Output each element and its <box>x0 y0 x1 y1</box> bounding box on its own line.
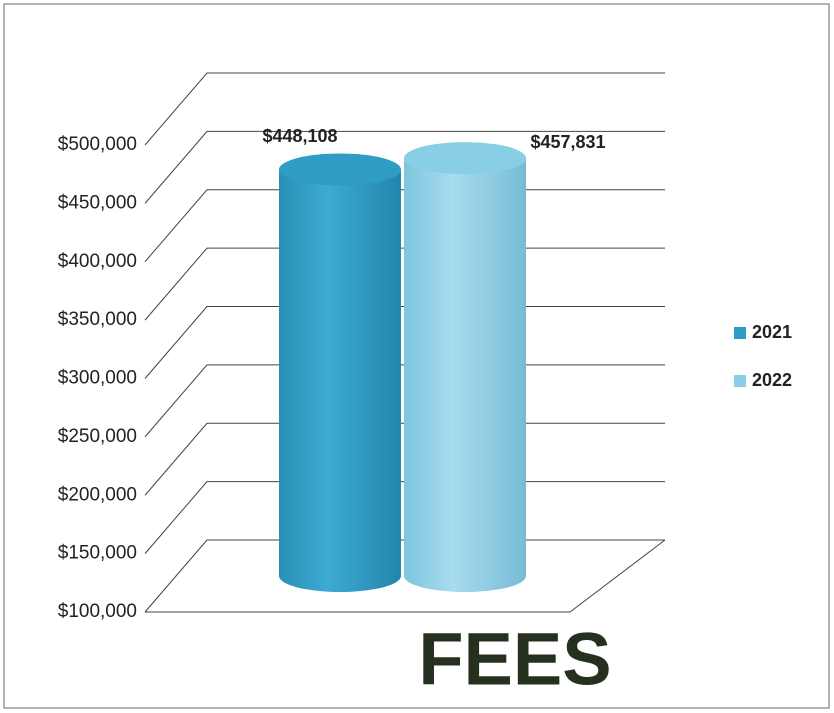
cylinder-bar <box>404 142 526 593</box>
cylinder-top <box>279 153 401 186</box>
floor-edge <box>145 539 666 613</box>
y-tick-label: $350,000 <box>58 309 137 330</box>
legend-label: 2022 <box>752 370 792 390</box>
data-label: $457,831 <box>530 132 605 152</box>
chart-title: FEES <box>418 618 611 701</box>
y-tick-label: $500,000 <box>58 134 137 155</box>
y-tick-label: $400,000 <box>58 251 137 272</box>
y-tick-label: $450,000 <box>58 192 137 213</box>
y-tick-label: $300,000 <box>58 368 137 389</box>
legend-swatch <box>734 375 746 387</box>
y-tick-label: $100,000 <box>58 601 137 622</box>
cylinder-bar <box>279 153 401 592</box>
grid-line <box>144 130 665 204</box>
data-label: $448,108 <box>262 126 337 146</box>
legend-label: 2021 <box>752 322 792 342</box>
legend-swatch <box>734 327 746 339</box>
y-tick-label: $200,000 <box>58 484 137 505</box>
y-tick-label: $250,000 <box>58 426 137 447</box>
cylinder-top <box>404 142 526 175</box>
y-tick-label: $150,000 <box>58 543 137 564</box>
grid-line <box>144 72 665 146</box>
